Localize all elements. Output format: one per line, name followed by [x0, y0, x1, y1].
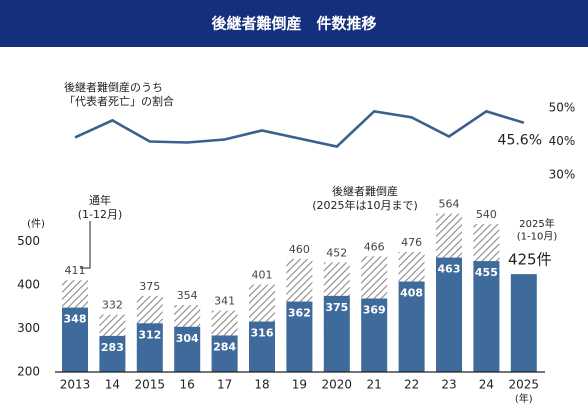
- leader-line: [80, 221, 91, 269]
- y-tick-label: 300: [17, 321, 40, 335]
- bar: [510, 274, 537, 372]
- value-label: 401: [252, 269, 273, 282]
- x-tick-label: 23: [441, 378, 456, 392]
- x-axis-unit: (年): [515, 392, 533, 405]
- value-label: 316: [251, 327, 274, 340]
- x-tick-label: 21: [367, 378, 382, 392]
- x-tick-label: 17: [217, 378, 232, 392]
- value-label: 332: [102, 299, 123, 312]
- y2-tick-label: 50%: [549, 101, 576, 115]
- bar: [99, 335, 126, 372]
- series-annotation: 後継者難倒産(2025年は10月まで): [312, 184, 418, 212]
- value-label: 425件: [508, 251, 552, 269]
- bar: [436, 257, 462, 372]
- x-tick-label: 19: [292, 378, 307, 392]
- value-label: 466: [364, 240, 385, 253]
- y-tick-label: 500: [17, 234, 40, 248]
- value-label: 463: [438, 263, 461, 276]
- bar: [211, 335, 238, 372]
- x-tick-label: 2015: [135, 378, 166, 392]
- bar: [398, 281, 425, 372]
- header-bar: [0, 0, 588, 47]
- value-label: 304: [176, 332, 199, 345]
- x-tick-label: 2013: [60, 378, 91, 392]
- value-label: 408: [400, 287, 423, 300]
- bar: [473, 261, 500, 372]
- x-tick-label: 16: [180, 378, 195, 392]
- value-label: 375: [139, 280, 160, 293]
- y-tick-label: 200: [17, 365, 40, 379]
- value-label: 476: [401, 236, 422, 249]
- x-tick-label: 2025: [509, 378, 540, 392]
- bar: [249, 321, 275, 372]
- x-tick-label: 2020: [322, 378, 353, 392]
- ratio-line: [74, 109, 525, 148]
- y2-tick-label: 30%: [549, 168, 576, 182]
- annotation: 2025年(1-10月): [517, 217, 558, 243]
- bar: [361, 298, 388, 372]
- chart-title: 後継者難倒産 件数推移: [210, 15, 376, 33]
- value-label: 362: [288, 307, 311, 320]
- value-label: 455: [475, 266, 498, 279]
- x-tick-label: 14: [105, 378, 120, 392]
- value-label: 375: [325, 301, 348, 314]
- value-label: 283: [101, 341, 124, 354]
- bar: [323, 295, 350, 372]
- series-annotation: 後継者難倒産のうち「代表者死亡」の割合: [64, 80, 174, 108]
- y-axis-label: (件): [27, 218, 45, 230]
- value-label: 452: [326, 246, 347, 259]
- y2-tick-label: 40%: [549, 134, 576, 148]
- value-label: 369: [363, 303, 386, 316]
- y-tick-label: 400: [17, 278, 40, 292]
- bar: [286, 301, 313, 372]
- x-tick-label: 24: [479, 378, 494, 392]
- series-annotation: 通年(1-12月): [78, 193, 123, 221]
- value-label: 312: [138, 328, 161, 341]
- x-tick-label: 22: [404, 378, 419, 392]
- value-label: 284: [213, 340, 236, 353]
- value-label: 341: [214, 295, 235, 308]
- value-label: 348: [64, 313, 87, 326]
- value-label: 45.6%: [498, 133, 542, 149]
- value-label: 460: [289, 243, 310, 256]
- x-tick-label: 18: [254, 378, 269, 392]
- bar: [136, 323, 163, 372]
- value-label: 411: [65, 264, 86, 277]
- value-label: 540: [476, 208, 497, 221]
- bar: [62, 307, 88, 372]
- bar: [174, 326, 201, 372]
- value-label: 564: [439, 198, 460, 211]
- value-label: 354: [177, 289, 198, 302]
